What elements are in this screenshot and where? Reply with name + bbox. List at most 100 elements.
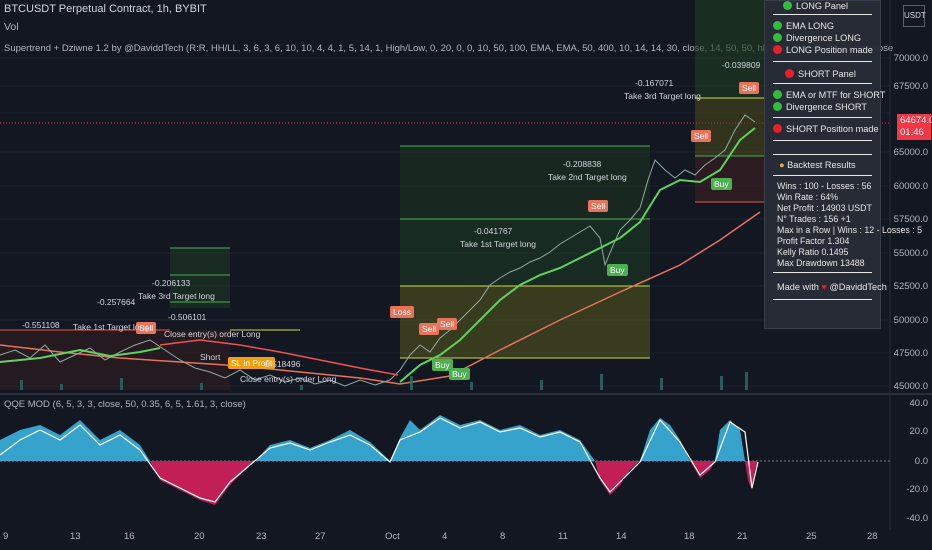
backtest-title: ● Backtest Results <box>779 160 856 170</box>
signal-sl-profit: SL in Profit <box>228 357 276 369</box>
misc-label-8: Short <box>200 352 221 362</box>
currency-label: USDT <box>904 11 926 20</box>
time-axis-label: 27 <box>315 531 326 542</box>
trade-zone-3 <box>695 0 765 98</box>
misc-label-3: 0.518496 <box>265 359 301 369</box>
target-text-5: Take 3rd Target long <box>138 291 215 301</box>
target-value-1: -0.039809 <box>722 60 761 70</box>
signal-sell-4: Sell <box>419 323 440 335</box>
red-dot-icon <box>773 45 782 54</box>
short-item: Divergence SHORT <box>773 102 867 112</box>
indicator-legend[interactable]: Supertrend + Dziwne 1.2 by @DaviddTech (… <box>4 43 894 54</box>
target-value-2: -0.167071 <box>635 78 674 88</box>
price-axis-label: 65000.0 <box>893 147 928 158</box>
price-line <box>0 114 756 387</box>
misc-label-4: Close entry(s) order Long <box>240 374 337 384</box>
time-axis-label: 20 <box>194 531 205 542</box>
signal-sell-6: Sell <box>136 322 157 334</box>
long-item: Divergence LONG <box>773 33 861 43</box>
target-text-3: Take 2nd Target long <box>548 172 627 182</box>
misc-label-2: Close entry(s) order Long <box>164 329 261 339</box>
backtest-line: Kelly Ratio 0.1495 <box>777 247 849 257</box>
chart-title: BTCUSDT Perpetual Contract, 1h, BYBIT <box>4 3 207 15</box>
long-panel-title: LONG Panel <box>783 1 848 11</box>
time-axis-label: Oct <box>385 531 400 542</box>
currency-selector[interactable]: USDT <box>903 5 926 27</box>
target-text-7: Take 1st Target long <box>73 322 149 332</box>
time-axis-label: 21 <box>737 531 748 542</box>
oscillator-axis-label: -20.0 <box>906 484 928 495</box>
target-value-7: -0.551108 <box>22 320 60 330</box>
signal-buy-1: Buy <box>711 178 732 190</box>
time-axis-label: 9 <box>3 531 9 542</box>
price-axis-label: 52500.0 <box>893 281 928 292</box>
long-item: LONG Position made <box>773 45 873 55</box>
time-axis-label: 25 <box>806 531 817 542</box>
green-dot-icon <box>773 102 782 111</box>
signal-loss-1: Loss <box>390 306 414 318</box>
oscillator-bars <box>0 415 758 505</box>
backtest-line: Profit Factor 1.304 <box>777 236 850 246</box>
supertrend-line-early <box>0 347 161 363</box>
green-dot-icon <box>773 33 782 42</box>
volume-label: Vol <box>4 21 19 33</box>
signal-buy-2: Buy <box>607 264 628 276</box>
short-item: SHORT Position made <box>773 124 879 134</box>
last-price-tag: 64674.0 01:46 <box>897 114 932 140</box>
price-axis-label: 60000.0 <box>893 181 928 192</box>
supertrend-line-red <box>159 339 399 376</box>
supertrend-line <box>399 127 756 383</box>
time-axis-label: 28 <box>867 531 878 542</box>
red-dot-icon <box>773 124 782 133</box>
made-with-line: Made with ♥ @DaviddTech <box>777 282 887 292</box>
short-panel-title: SHORT Panel <box>785 69 856 79</box>
time-axis-label: 14 <box>616 531 627 542</box>
trade-zone-4 <box>0 330 230 390</box>
oscillator-axis-label: 0.0 <box>914 456 928 467</box>
time-axis-label: 23 <box>256 531 267 542</box>
target-value-6: -0.257664 <box>97 297 136 307</box>
price-axis-label: 45000.0 <box>893 381 928 392</box>
time-axis-label: 16 <box>124 531 135 542</box>
green-dot-icon <box>773 21 782 30</box>
long-item: EMA LONG <box>773 21 834 31</box>
signal-sell-1: Sell <box>739 82 760 94</box>
time-axis-label: 4 <box>442 531 448 542</box>
price-axis-label: 47500.0 <box>893 348 928 359</box>
trade-zone-3b <box>695 98 765 156</box>
price-axis-label: 50000.0 <box>893 315 928 326</box>
target-value-5: -0.206133 <box>152 278 191 288</box>
green-dot-icon <box>783 1 792 10</box>
oscillator-axis-label: -40.0 <box>906 513 928 524</box>
signal-sell-2: Sell <box>691 130 712 142</box>
backtest-line: Max in a Row | Wins : 12 - Losses : 5 <box>777 225 923 235</box>
target-value-4: -0.041767 <box>474 226 513 236</box>
target-value-3: -0.208838 <box>563 159 602 169</box>
last-price-timer: 01:46 <box>900 127 924 138</box>
backtest-line: Win Rate : 64% <box>777 192 839 202</box>
short-item: EMA or MTF for SHORT <box>773 90 885 100</box>
oscillator-line <box>0 417 759 503</box>
oscillator-label[interactable]: QQE MOD (6, 5, 3, 3, close, 50, 0.35, 6,… <box>4 399 246 410</box>
backtest-line: Wins : 100 - Losses : 56 <box>777 181 872 191</box>
target-text-4: Take 1st Target long <box>460 239 536 249</box>
target-text-2: Take 3rd Target long <box>624 91 701 101</box>
time-axis-label: 18 <box>684 531 695 542</box>
price-axis-label: 55000.0 <box>893 248 928 259</box>
signal-buy-4: Buy <box>449 368 470 380</box>
price-axis-label: 57500.0 <box>893 214 928 225</box>
ema-line <box>0 211 761 385</box>
trade-zone-2 <box>400 146 650 219</box>
oscillator-axis-label: 20.0 <box>909 426 929 437</box>
backtest-line: Net Profit : 14903 USDT <box>777 203 872 213</box>
strategy-panel: LONG Panel EMA LONG Divergence LONG LONG… <box>764 0 922 329</box>
time-axis-label: 8 <box>500 531 506 542</box>
backtest-line: N° Trades : 156 +1 <box>777 214 851 224</box>
misc-label-1: -0.506101 <box>168 312 207 322</box>
volume-bars <box>20 372 748 390</box>
time-axis-label: 13 <box>70 531 81 542</box>
heart-icon: ♥ <box>821 282 827 292</box>
last-price-value: 64674.0 <box>900 115 932 126</box>
trade-zone-5 <box>170 248 230 308</box>
backtest-line: Max Drawdown 13488 <box>777 258 865 268</box>
